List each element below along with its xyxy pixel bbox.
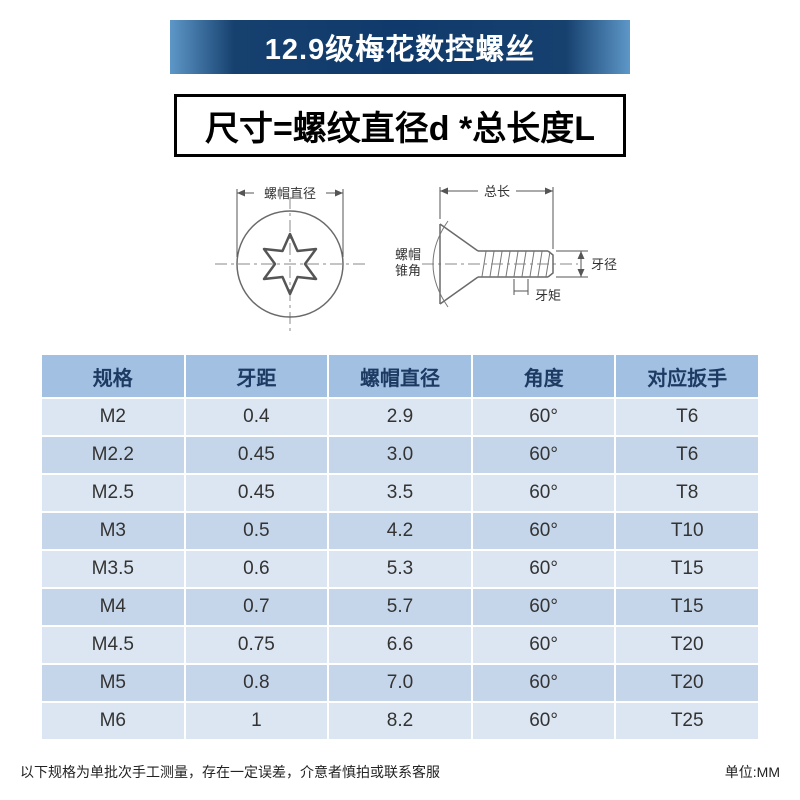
table-cell: M5 [40,663,186,703]
total-length-label: 总长 [484,184,510,199]
table-cell: 60° [470,511,617,551]
spec-table-body: M2 0.4 2.9 60° T6 M2.2 0.45 3.0 60° T6 M2.5 0.45 3.5… [40,397,760,741]
table-cell: 60° [470,435,617,475]
table-cell: 7.0 [327,663,473,703]
table-cell: T10 [614,511,760,551]
table-cell: T20 [614,663,760,703]
table-cell: M2.5 [40,473,186,513]
arrowhead-left [237,189,245,197]
table-cell: 60° [470,473,617,513]
screw-side-view: 总长 螺帽 锥角 牙径 牙矩 [395,184,617,308]
table-cell: M2.2 [40,435,186,475]
size-formula-box: 尺寸=螺纹直径d *总长度L [174,94,626,157]
table-row: M4.5 0.75 6.6 60° T20 [40,625,760,665]
header-wrench: 对应扳手 [614,353,760,399]
screw-diagram-svg: 螺帽直径 [215,184,617,331]
thread-lines [481,251,551,277]
table-row: M3 0.5 4.2 60° T10 [40,511,760,551]
table-cell: 60° [470,549,617,589]
table-cell: 0.7 [183,587,330,627]
table-cell: 0.45 [183,473,330,513]
screw-tip [547,250,554,278]
table-row: M2.2 0.45 3.0 60° T6 [40,435,760,475]
table-cell: 60° [470,663,617,703]
arrowhead-diameter-bottom [577,269,585,277]
table-cell: 3.5 [327,473,473,513]
table-cell: 8.2 [327,701,473,741]
table-cell: T6 [614,435,760,475]
header-cap-diameter: 螺帽直径 [327,353,473,399]
header-angle: 角度 [470,353,617,399]
table-cell: T25 [614,701,760,741]
cone-angle-label-line2: 锥角 [395,263,421,278]
table-cell: 1 [183,701,330,741]
table-cell: T15 [614,587,760,627]
head-outline-circle [236,210,344,318]
table-cell: 6.6 [327,625,473,665]
table-cell: M4 [40,587,186,627]
table-cell: T15 [614,549,760,589]
table-cell: M3.5 [40,549,186,589]
table-cell: 4.2 [327,511,473,551]
table-cell: 60° [470,625,617,665]
table-cell: T8 [614,473,760,513]
thread-pitch-label: 牙矩 [535,288,561,303]
table-cell: M4.5 [40,625,186,665]
footer: 以下规格为单批次手工测量，存在一定误差，介意者慎拍或联系客服 单位:MM [0,762,800,782]
table-cell: M3 [40,511,186,551]
banner-title: 12.9级梅花数控螺丝 [264,34,536,66]
table-cell: 5.3 [327,549,473,589]
head-cone-bottom [439,276,479,305]
table-cell: 0.5 [183,511,330,551]
table-row: M2.5 0.45 3.5 60° T8 [40,473,760,513]
cone-angle-arc [432,220,449,308]
head-cone-top [439,223,479,252]
arrowhead-total-right [545,187,553,195]
unit-label: 单位:MM [724,764,780,780]
table-cell: 60° [470,397,617,437]
measurement-note: 以下规格为单批次手工测量，存在一定误差，介意者慎拍或联系客服 [20,764,440,780]
table-cell: T6 [614,397,760,437]
arrowhead-diameter-top [577,251,585,259]
size-formula-text: 尺寸=螺纹直径d *总长度L [204,110,596,148]
table-cell: 60° [470,701,617,741]
table-cell: 0.4 [183,397,330,437]
table-cell: 0.45 [183,435,330,475]
table-cell: M6 [40,701,186,741]
header-pitch: 牙距 [183,353,330,399]
table-cell: T20 [614,625,760,665]
arrowhead-total-left [440,187,448,195]
table-row: M6 1 8.2 60° T25 [40,701,760,741]
header-spec: 规格 [40,353,186,399]
screw-diagram: 螺帽直径 [0,159,800,347]
banner: 12.9级梅花数控螺丝 [170,20,630,74]
table-row: M2 0.4 2.9 60° T6 [40,397,760,437]
torx-star-recess [262,232,318,296]
table-cell: 2.9 [327,397,473,437]
spec-table: 规格 牙距 螺帽直径 角度 对应扳手 M2 0.4 2.9 60° T6 M2.2 0.45… [40,353,760,741]
table-row: M5 0.8 7.0 60° T20 [40,663,760,703]
head-top-view: 螺帽直径 [215,186,365,331]
table-cell: 3.0 [327,435,473,475]
thread-diameter-label: 牙径 [591,257,617,272]
table-header-row: 规格 牙距 螺帽直径 角度 对应扳手 [40,353,760,399]
table-cell: 60° [470,587,617,627]
table-cell: 0.6 [183,549,330,589]
cap-diameter-label: 螺帽直径 [264,186,316,201]
table-cell: 0.8 [183,663,330,703]
table-row: M4 0.7 5.7 60° T15 [40,587,760,627]
table-cell: M2 [40,397,186,437]
table-cell: 0.75 [183,625,330,665]
arrowhead-right [335,189,343,197]
table-cell: 5.7 [327,587,473,627]
cone-angle-label-line1: 螺帽 [395,247,421,262]
table-row: M3.5 0.6 5.3 60° T15 [40,549,760,589]
